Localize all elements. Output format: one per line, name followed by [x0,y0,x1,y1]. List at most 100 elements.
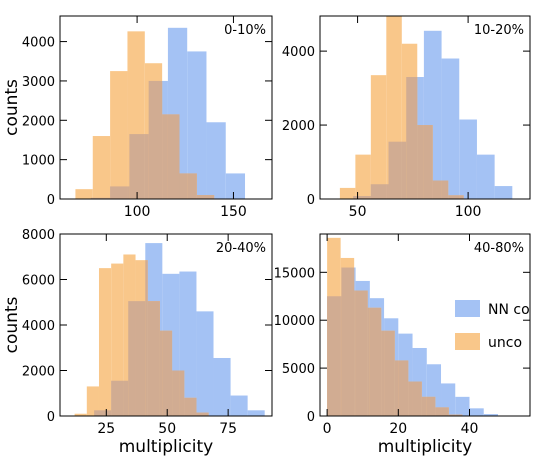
centrality-label: 20-40% [216,241,266,256]
series-overlap-bar [110,186,128,199]
series-overlap-bar [401,141,407,199]
series-overlap-bar [423,125,433,199]
series-overlap-bar [370,184,387,199]
x-tick-label: 0 [323,421,332,437]
series-overlap-bar [388,141,402,199]
series-overlap-bar [144,134,149,199]
series-overlap-bar [145,260,148,416]
series-overlap-bar [408,381,413,416]
axes-frame [319,15,531,200]
series-overlap-bar [111,380,124,416]
nn-co-bar [196,311,214,416]
y-axis-label: counts [2,296,22,353]
y-tick-label: 0 [47,410,55,425]
series-overlap-bar [355,290,368,416]
series-overlap-bar [167,114,180,199]
nn-co-bar [459,119,477,199]
y-tick-label: 1000 [22,154,55,169]
nn-co-bar [247,410,265,416]
y-tick-label: 2000 [22,365,55,380]
series-overlap-bar [147,301,160,416]
series-overlap-bar [94,410,99,416]
series-overlap-bar [459,195,464,199]
axes-frame [319,233,531,417]
y-tick-label: 0 [307,193,315,208]
y-tick-label: 5000 [282,362,315,377]
y-tick-label: 4000 [22,319,55,334]
legend: NN co unco [455,300,530,351]
x-tick-label: 150 [220,204,247,220]
series-overlap-bar [123,380,129,416]
panel-4: 0 20 40 0 5000 10000 15000 40-80% multiplicity NN… [274,233,531,457]
series-overlap-bar [179,370,185,416]
nn-co-bar [230,395,248,416]
y-tick-label: 6000 [22,274,55,289]
unco-bar [92,136,111,199]
unco-bar [339,187,356,199]
series-overlap-bar [354,290,356,416]
series-overlap-bar [406,77,418,199]
series-overlap-bar [394,360,399,416]
series-overlap-bar [128,301,136,416]
series-overlap-bar [435,407,442,416]
series-overlap-bar [398,360,409,416]
y-tick-label: 4000 [22,36,55,51]
y-axis-label: counts [2,79,22,136]
unco-bar [75,189,93,199]
series-overlap-bar [327,296,341,416]
series-overlap-bar [206,195,215,199]
series-overlap-bar [92,197,111,199]
plot-area [339,16,513,199]
centrality-label: 10-20% [474,23,524,38]
series-overlap-bar [386,184,389,199]
unco-bar [86,386,99,416]
x-axis-label: multiplicity [119,437,213,457]
legend-label: NN co [488,302,530,318]
panel-1: 100 150 0 1000 2000 3000 4000 0-10% counts [2,15,273,220]
series-overlap-bar [90,197,93,199]
series-overlap-bar [172,370,180,416]
y-tick-label: 0 [307,410,315,425]
panel-2: 50 100 0 2000 4000 10-20% [282,15,531,220]
centrality-label: 40-80% [474,241,524,256]
series-overlap-bar [187,173,197,199]
series-overlap-bar [129,134,145,199]
series-overlap-bar [340,296,342,416]
series-overlap-bar [367,307,370,416]
y-tick-label: 15000 [274,266,315,281]
x-tick-label: 100 [124,204,151,220]
y-tick-label: 4000 [282,45,315,60]
unco-bar [370,75,387,199]
unco-bar [98,268,112,416]
series-overlap-bar [432,180,442,199]
series-overlap-bar [98,410,112,416]
x-tick-label: 100 [455,204,482,220]
series-overlap-bar [148,80,163,199]
centrality-label: 0-10% [224,23,266,38]
plot-area [74,243,265,416]
series-overlap-bar [426,396,436,416]
series-overlap-bar [441,180,449,199]
panel-3: 25 50 75 0 2000 4000 6000 8000 20-40% counts multi… [2,228,273,457]
series-overlap-bar [455,414,463,416]
x-axis-label: multiplicity [378,437,472,457]
plot-area [327,237,513,416]
y-tick-label: 10000 [274,314,315,329]
unco-bar [111,263,124,416]
series-overlap-bar [384,330,395,416]
nn-co-bar [213,357,231,416]
axes-frame [59,15,273,200]
series-overlap-bar [162,114,168,199]
series-overlap-bar [196,412,209,416]
series-overlap-bar [196,195,207,199]
x-tick-label: 25 [97,421,115,437]
y-tick-label: 2000 [282,119,315,134]
series-overlap-bar [159,330,163,416]
series-overlap-bar [412,381,422,416]
unco-bar [74,413,87,416]
series-overlap-bar [341,267,355,416]
nn-co-bar [455,396,470,416]
x-tick-label: 75 [219,421,237,437]
series-overlap-bar [381,330,385,416]
